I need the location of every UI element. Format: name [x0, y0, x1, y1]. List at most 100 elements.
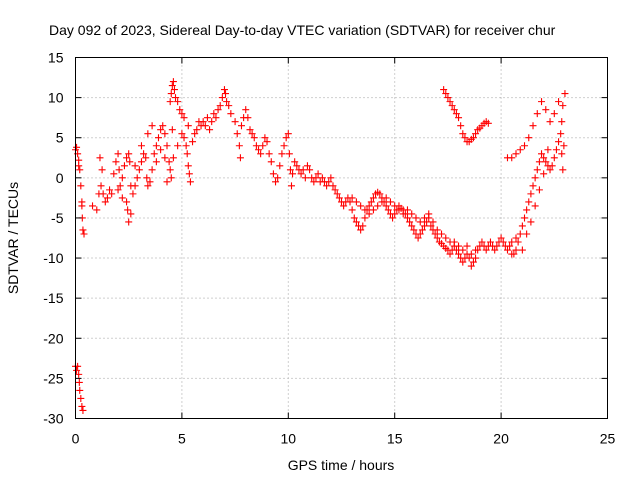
data-point [299, 166, 307, 174]
data-point [382, 194, 390, 202]
data-point [361, 206, 369, 214]
data-point [527, 218, 535, 226]
data-point [406, 218, 414, 226]
data-point [114, 150, 122, 158]
data-point [467, 262, 475, 270]
data-point [540, 170, 548, 178]
data-point [269, 170, 277, 178]
data-point [514, 238, 522, 246]
data-point [542, 158, 550, 166]
y-tick-label: 15 [48, 50, 64, 66]
data-point [267, 158, 275, 166]
data-point [79, 226, 87, 234]
data-point [242, 106, 250, 114]
data-point [416, 218, 424, 226]
data-point [143, 174, 151, 182]
data-point [150, 150, 158, 158]
data-point [459, 246, 467, 254]
y-tick-label: -30 [43, 411, 63, 427]
data-point [361, 214, 369, 222]
data-point [183, 150, 191, 158]
data-point [452, 246, 460, 254]
data-point [112, 158, 120, 166]
data-point [148, 122, 156, 130]
data-point [525, 134, 533, 142]
data-point [512, 150, 520, 158]
data-point [287, 182, 295, 190]
data-point [544, 146, 552, 154]
data-point [297, 170, 305, 178]
data-point [386, 198, 394, 206]
data-point [80, 230, 88, 238]
data-point [223, 98, 231, 106]
data-point [346, 198, 354, 206]
data-point [75, 370, 83, 378]
data-point [558, 118, 566, 126]
data-point [503, 154, 511, 162]
data-point [427, 222, 435, 230]
data-point [159, 122, 167, 130]
data-point [180, 114, 188, 122]
data-point [420, 214, 428, 222]
data-point [531, 174, 539, 182]
data-point [433, 234, 441, 242]
data-point [77, 394, 85, 402]
data-point [133, 174, 141, 182]
data-point [369, 194, 377, 202]
data-point [103, 194, 111, 202]
data-point [433, 226, 441, 234]
data-point [189, 138, 197, 146]
data-point [391, 210, 399, 218]
data-point [550, 154, 558, 162]
data-point [559, 102, 567, 110]
data-point [472, 246, 480, 254]
data-point [518, 246, 526, 254]
data-point [442, 90, 450, 98]
data-point [146, 178, 154, 186]
data-point [357, 202, 365, 210]
data-point [369, 206, 377, 214]
data-point [99, 190, 107, 198]
data-point [365, 210, 373, 218]
data-point [96, 154, 104, 162]
data-point [106, 186, 114, 194]
data-point [218, 94, 226, 102]
x-tick-label: 15 [387, 431, 403, 447]
data-point [414, 234, 422, 242]
data-point [399, 210, 407, 218]
data-point [357, 226, 365, 234]
data-point [186, 178, 194, 186]
data-point [127, 210, 135, 218]
data-point [450, 106, 458, 114]
data-point [318, 174, 326, 182]
data-point [98, 166, 106, 174]
data-point [123, 198, 131, 206]
data-point [115, 166, 123, 174]
data-point [78, 202, 86, 210]
data-point [461, 134, 469, 142]
data-point [512, 234, 520, 242]
data-point [478, 238, 486, 246]
data-point [125, 150, 133, 158]
data-point [282, 134, 290, 142]
data-point [289, 170, 297, 178]
data-point [557, 130, 565, 138]
data-point [306, 166, 314, 174]
data-point [276, 162, 284, 170]
data-point [503, 246, 511, 254]
data-point [465, 254, 473, 262]
data-point [244, 114, 252, 122]
data-point [325, 178, 333, 186]
data-point [286, 166, 294, 174]
data-point [78, 402, 86, 410]
data-point [455, 114, 463, 122]
data-point [546, 118, 554, 126]
data-point [482, 246, 490, 254]
data-point [546, 166, 554, 174]
data-point [180, 134, 188, 142]
data-point [216, 102, 224, 110]
data-point [129, 190, 137, 198]
data-point [167, 90, 175, 98]
data-point [140, 150, 148, 158]
